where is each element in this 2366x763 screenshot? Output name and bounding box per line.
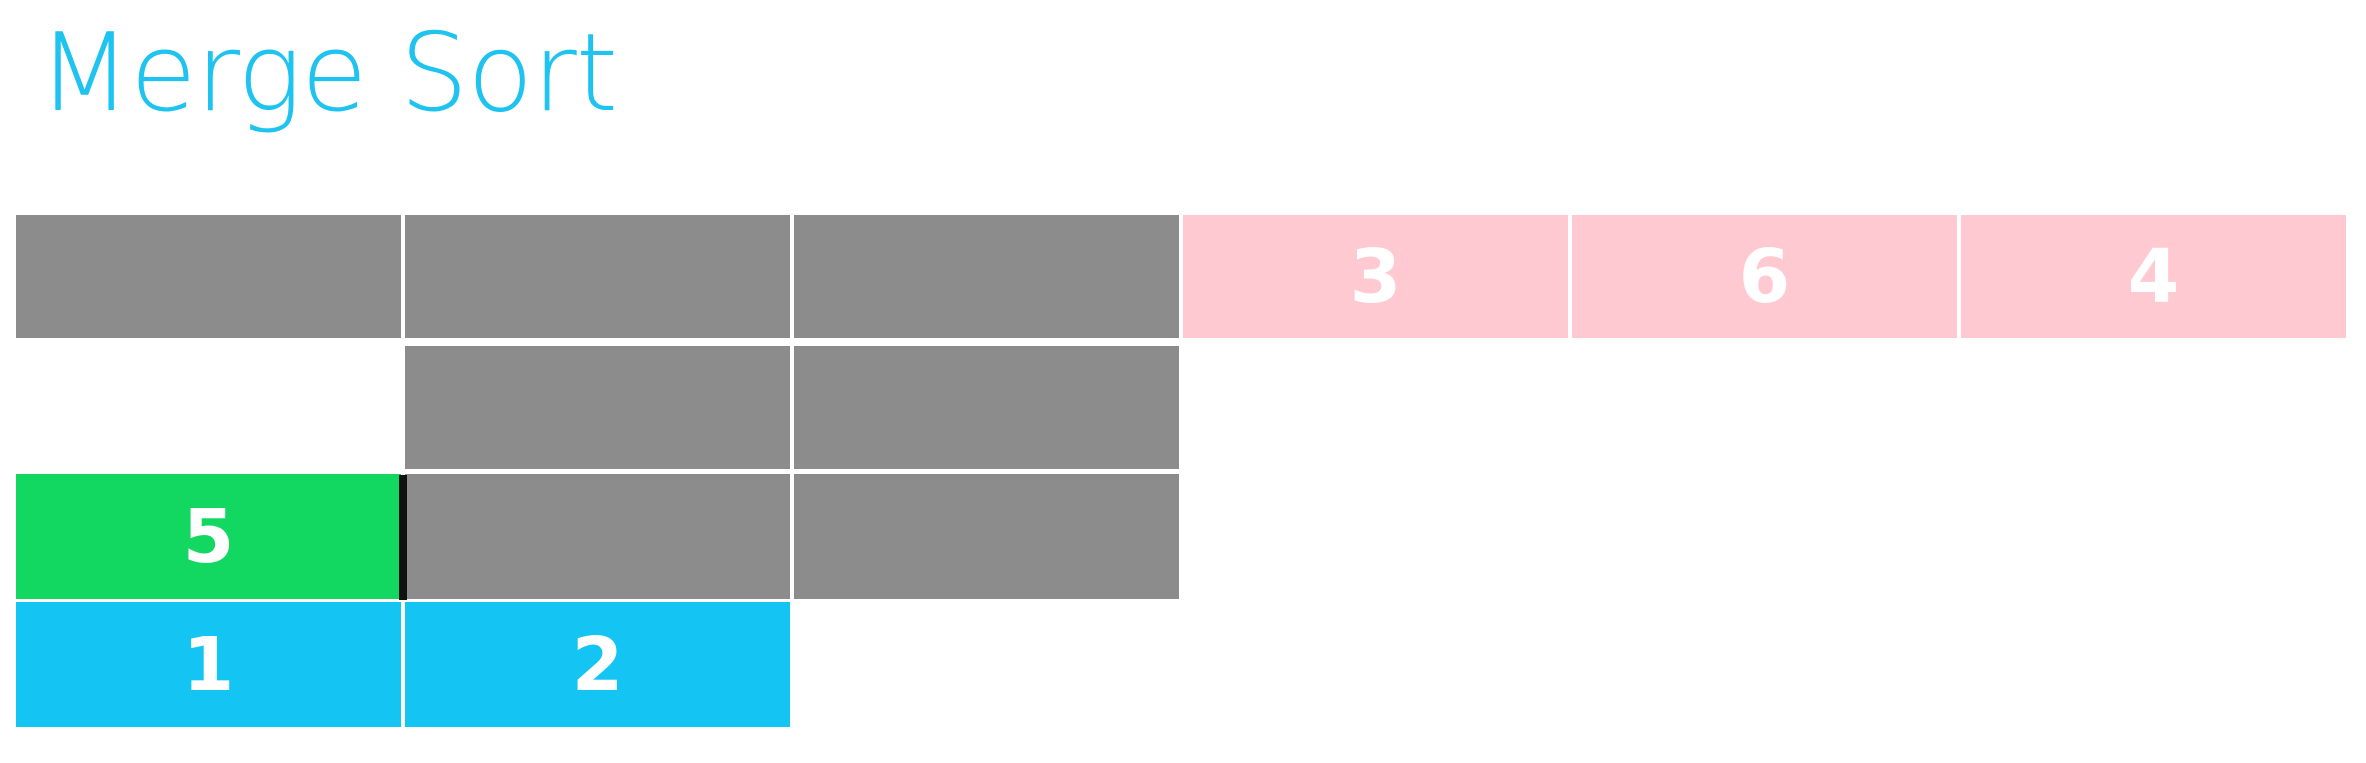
output-row-cell-1: 1 xyxy=(16,602,401,727)
split-row-cell-3 xyxy=(794,346,1179,469)
array-row-cell-6: 4 xyxy=(1961,215,2346,338)
merge-row-cell-1: 5 xyxy=(16,474,401,599)
output-row-cell-2: 2 xyxy=(405,602,790,727)
split-row-cell-2 xyxy=(405,346,790,469)
array-row-cell-4: 3 xyxy=(1183,215,1568,338)
merge-row-cell-3 xyxy=(794,474,1179,599)
array-row-cell-1 xyxy=(16,215,401,338)
merge-pointer-divider xyxy=(399,475,407,600)
merge-row-cell-2 xyxy=(405,474,790,599)
array-row-cell-3 xyxy=(794,215,1179,338)
array-row-cell-2 xyxy=(405,215,790,338)
diagram-title: Merge Sort xyxy=(38,11,618,136)
array-row-cell-5: 6 xyxy=(1572,215,1957,338)
